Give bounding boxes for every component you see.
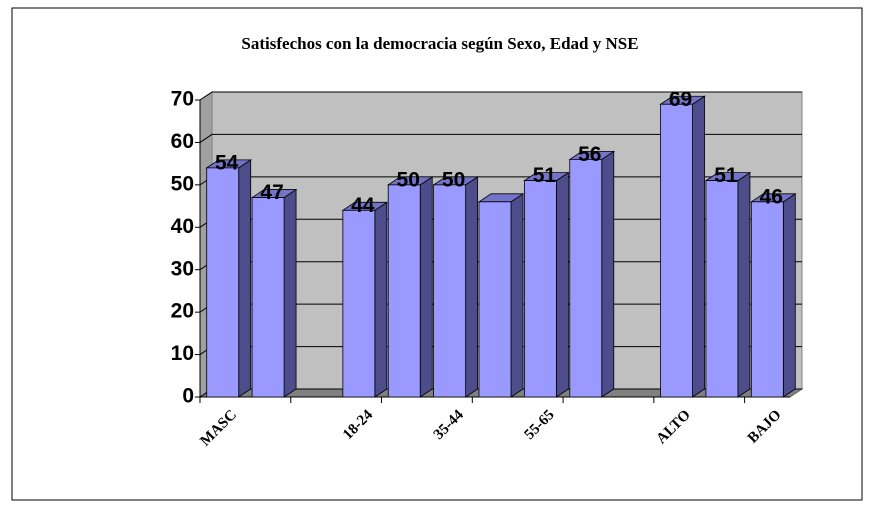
data-label: 50	[397, 168, 420, 191]
chart-title: Satisfechos con la democracia según Sexo…	[241, 34, 638, 53]
bar-side	[510, 193, 524, 398]
data-label: 47	[260, 181, 283, 204]
data-label: 51	[533, 164, 557, 187]
bar	[705, 180, 739, 398]
y-tick-label: 0	[182, 385, 194, 408]
bar-side	[238, 159, 252, 398]
data-label: 56	[578, 143, 601, 166]
bar	[387, 184, 421, 398]
bar	[433, 184, 467, 398]
data-label: 44	[351, 194, 375, 217]
bar	[569, 158, 603, 398]
bar	[523, 180, 557, 398]
bar-side	[737, 171, 751, 398]
bar-side	[465, 176, 479, 398]
y-tick-label: 10	[171, 342, 194, 365]
data-label: 50	[442, 168, 465, 191]
y-tick-label: 30	[171, 257, 194, 280]
bar	[206, 167, 240, 398]
grid-line	[199, 91, 802, 101]
bar-side	[555, 171, 569, 398]
y-tick-label: 70	[171, 88, 194, 111]
bar-side	[419, 176, 433, 398]
bar	[478, 201, 512, 398]
data-label: 46	[760, 185, 783, 208]
data-label: 51	[714, 164, 738, 187]
bar	[342, 209, 376, 398]
bar-side	[601, 150, 615, 398]
bar-side	[374, 201, 388, 398]
y-tick-label: 60	[171, 130, 194, 153]
y-tick-label: 50	[171, 172, 194, 195]
bar	[660, 103, 693, 398]
y-tick-label: 20	[171, 300, 194, 323]
bar-side	[782, 193, 796, 398]
data-label: 54	[215, 151, 239, 174]
bar-side	[283, 188, 297, 398]
bar-side	[692, 95, 705, 398]
bar	[251, 197, 285, 398]
data-label: 69	[669, 88, 692, 111]
grid-line	[199, 133, 802, 143]
bar	[750, 201, 784, 398]
y-tick-label: 40	[171, 215, 194, 238]
